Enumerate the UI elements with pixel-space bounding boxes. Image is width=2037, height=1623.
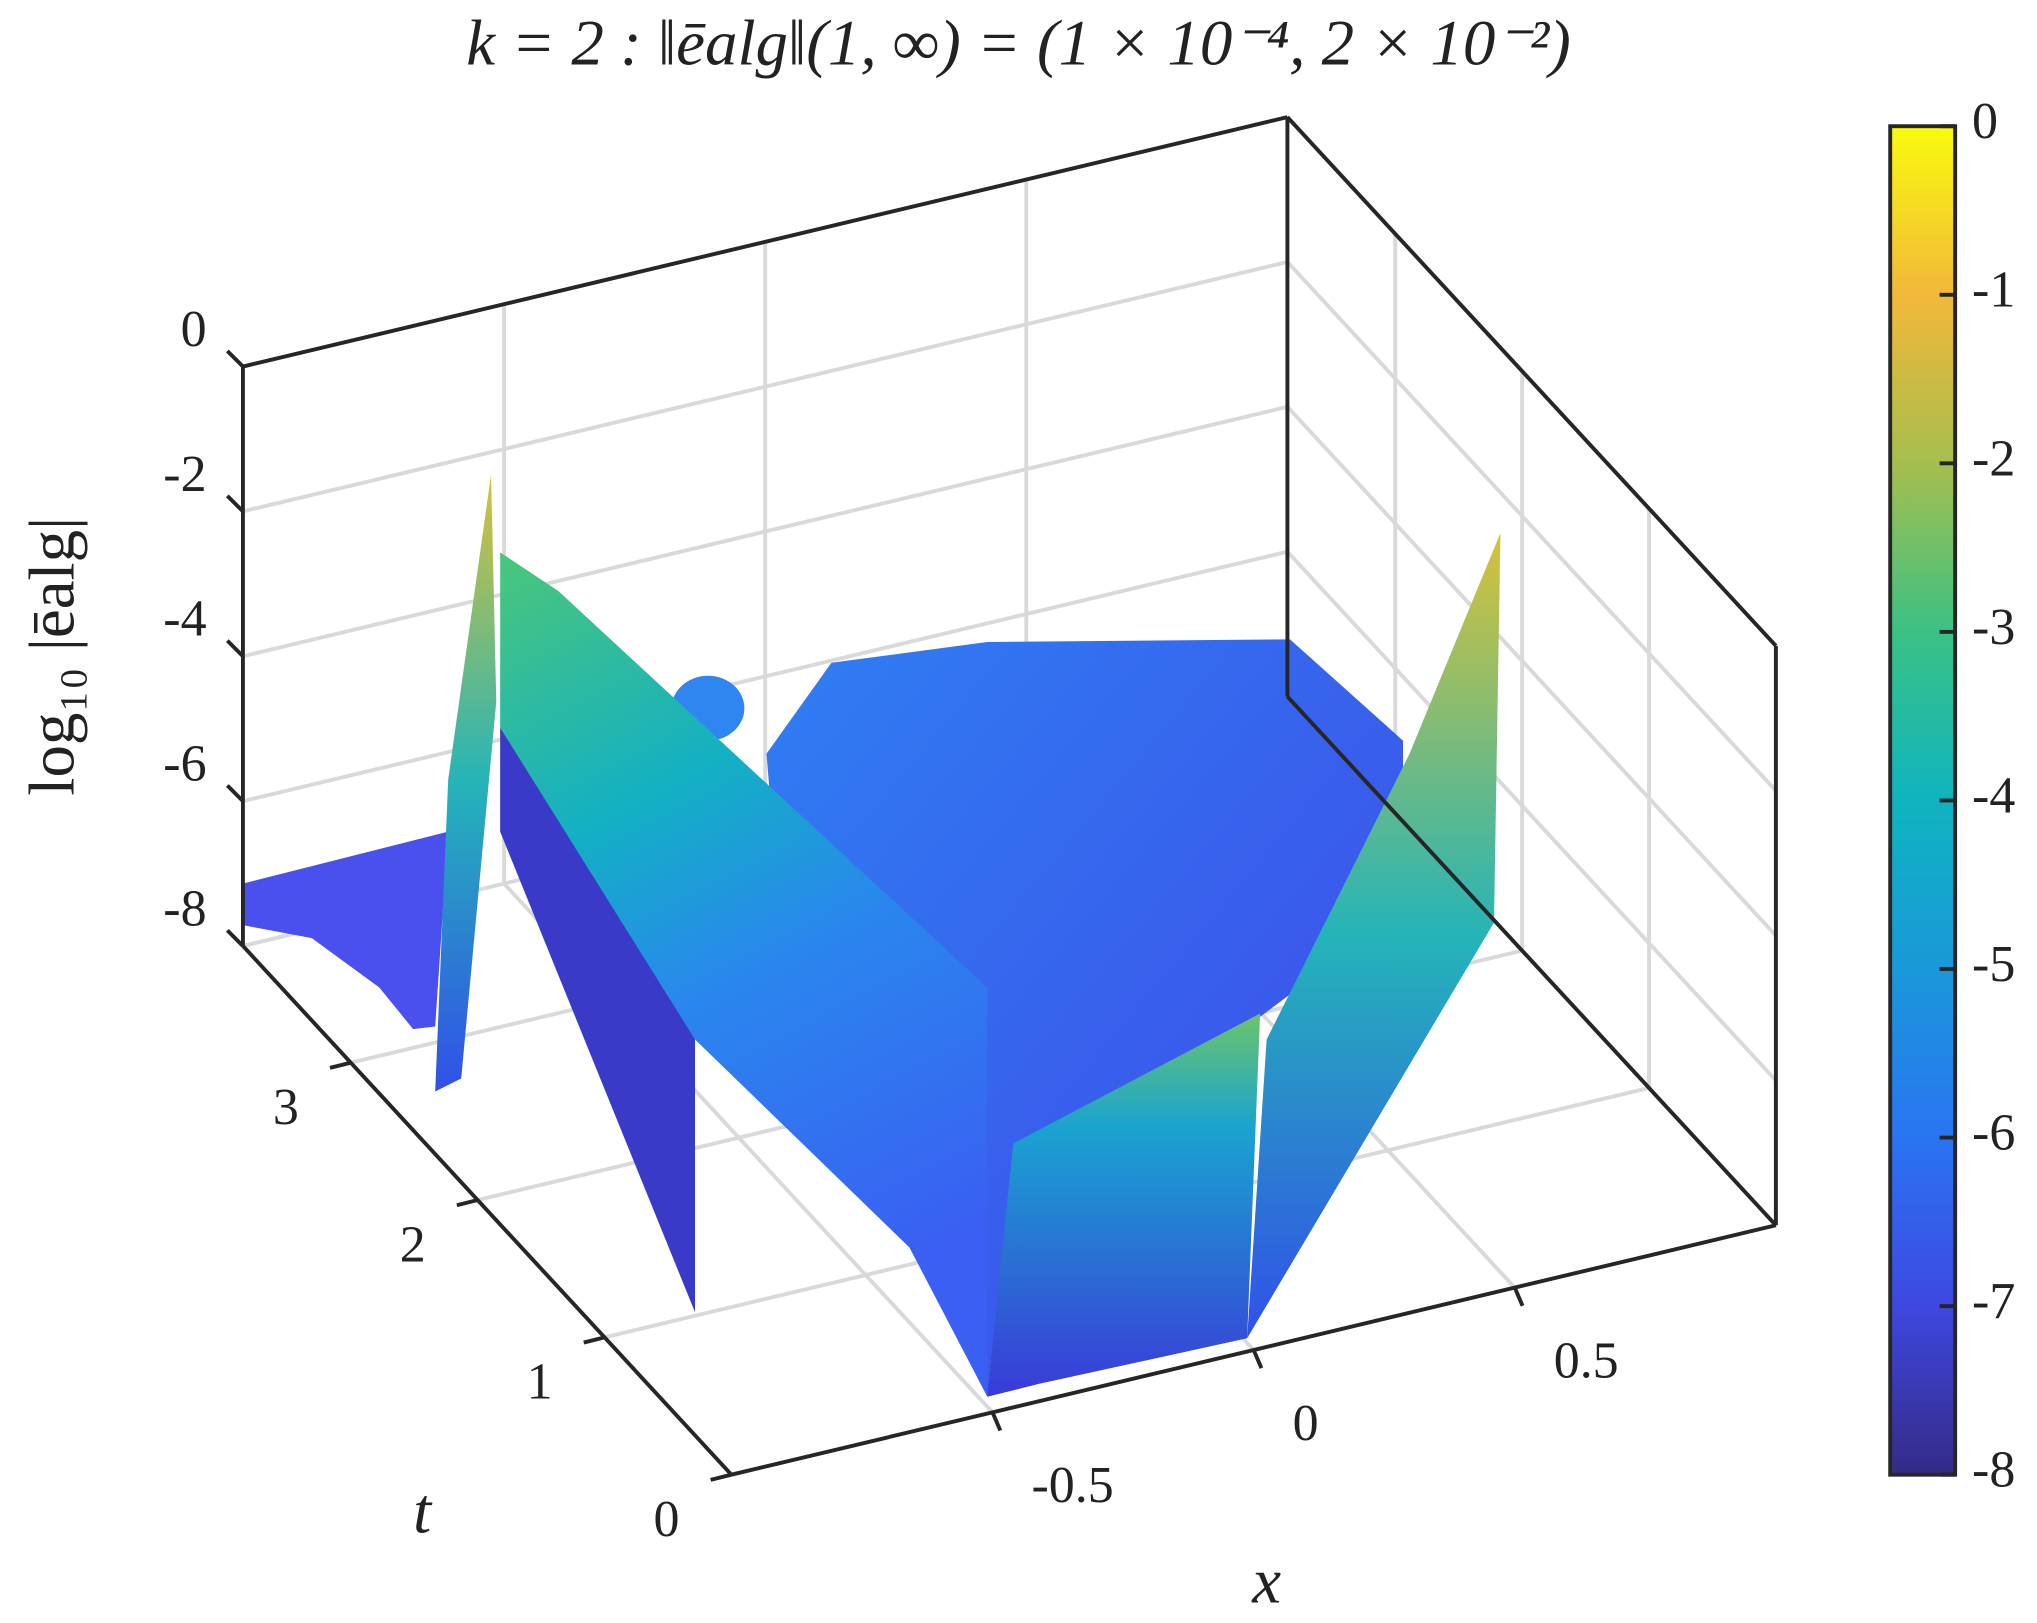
x-tick-label: 0	[1293, 1395, 1319, 1452]
x-tick-label: 0.5	[1554, 1332, 1619, 1389]
x-tick	[1512, 1286, 1525, 1307]
colorbar-tick-label: -1	[1972, 262, 2015, 319]
z-axis-label: log₁₀ |ēalg|	[16, 517, 88, 796]
z-tick-label: 0	[181, 301, 207, 358]
t-tick	[329, 1060, 352, 1070]
t-tick-label: 1	[527, 1354, 553, 1411]
t-tick-label: 2	[400, 1216, 426, 1273]
surface-patch	[1247, 532, 1501, 1339]
grid-line	[242, 549, 1288, 804]
grid-line	[1285, 260, 1778, 793]
t-tick	[456, 1198, 479, 1208]
colorbar-tick-label: 0	[1972, 93, 1998, 150]
colorbar-tick-label: -6	[1972, 1104, 2015, 1161]
x-tick	[990, 1411, 1003, 1432]
surface-patch	[435, 474, 497, 1092]
grid-line	[1285, 405, 1778, 937]
surface-patch	[987, 1013, 1261, 1397]
z-tick	[225, 494, 245, 513]
z-tick-label: -6	[163, 736, 206, 793]
colorbar-tick-label: -5	[1972, 936, 2015, 993]
grid-line	[1285, 550, 1778, 1082]
axis-line	[1285, 695, 1778, 1227]
x-tick	[1251, 1349, 1264, 1369]
colorbar-tick-label: -4	[1972, 767, 2015, 824]
x-axis-label: x	[1251, 1546, 1281, 1618]
surface	[242, 474, 1501, 1397]
z-tick-label: -4	[163, 591, 206, 648]
chart-title: k = 2 : ‖ēalg‖(1, ∞) = (1 × 10⁻⁴, 2 × 10…	[466, 7, 1570, 79]
z-tick-label: -8	[163, 880, 206, 937]
surface-patch	[242, 831, 449, 1030]
grid-line	[242, 404, 1288, 659]
z-tick	[225, 639, 245, 658]
z-tick-label: -2	[163, 446, 206, 503]
z-tick	[225, 349, 245, 368]
grid-line	[242, 260, 1288, 514]
axes: -8 -6 -4 -2 0 0 1 2 3 -0.5 0 0.5	[163, 115, 1778, 1548]
colorbar-tick-label: -8	[1972, 1442, 2015, 1499]
colorbar-tick-label: -2	[1972, 430, 2015, 487]
z-tick	[225, 928, 245, 948]
axis-line	[1285, 115, 1778, 648]
axis-line	[242, 115, 1288, 369]
colorbar-tick-label: -7	[1972, 1273, 2015, 1330]
t-tick	[583, 1335, 605, 1345]
colorbar-tick-label: -3	[1972, 599, 2015, 656]
x-tick-label: -0.5	[1031, 1457, 1113, 1514]
t-tick	[710, 1472, 732, 1482]
axis-line	[241, 944, 733, 1477]
t-tick-label: 0	[653, 1491, 679, 1548]
z-tick	[225, 784, 245, 803]
t-tick-label: 3	[273, 1079, 299, 1136]
t-axis-label: t	[413, 1475, 433, 1547]
surface-patch	[500, 552, 988, 1397]
